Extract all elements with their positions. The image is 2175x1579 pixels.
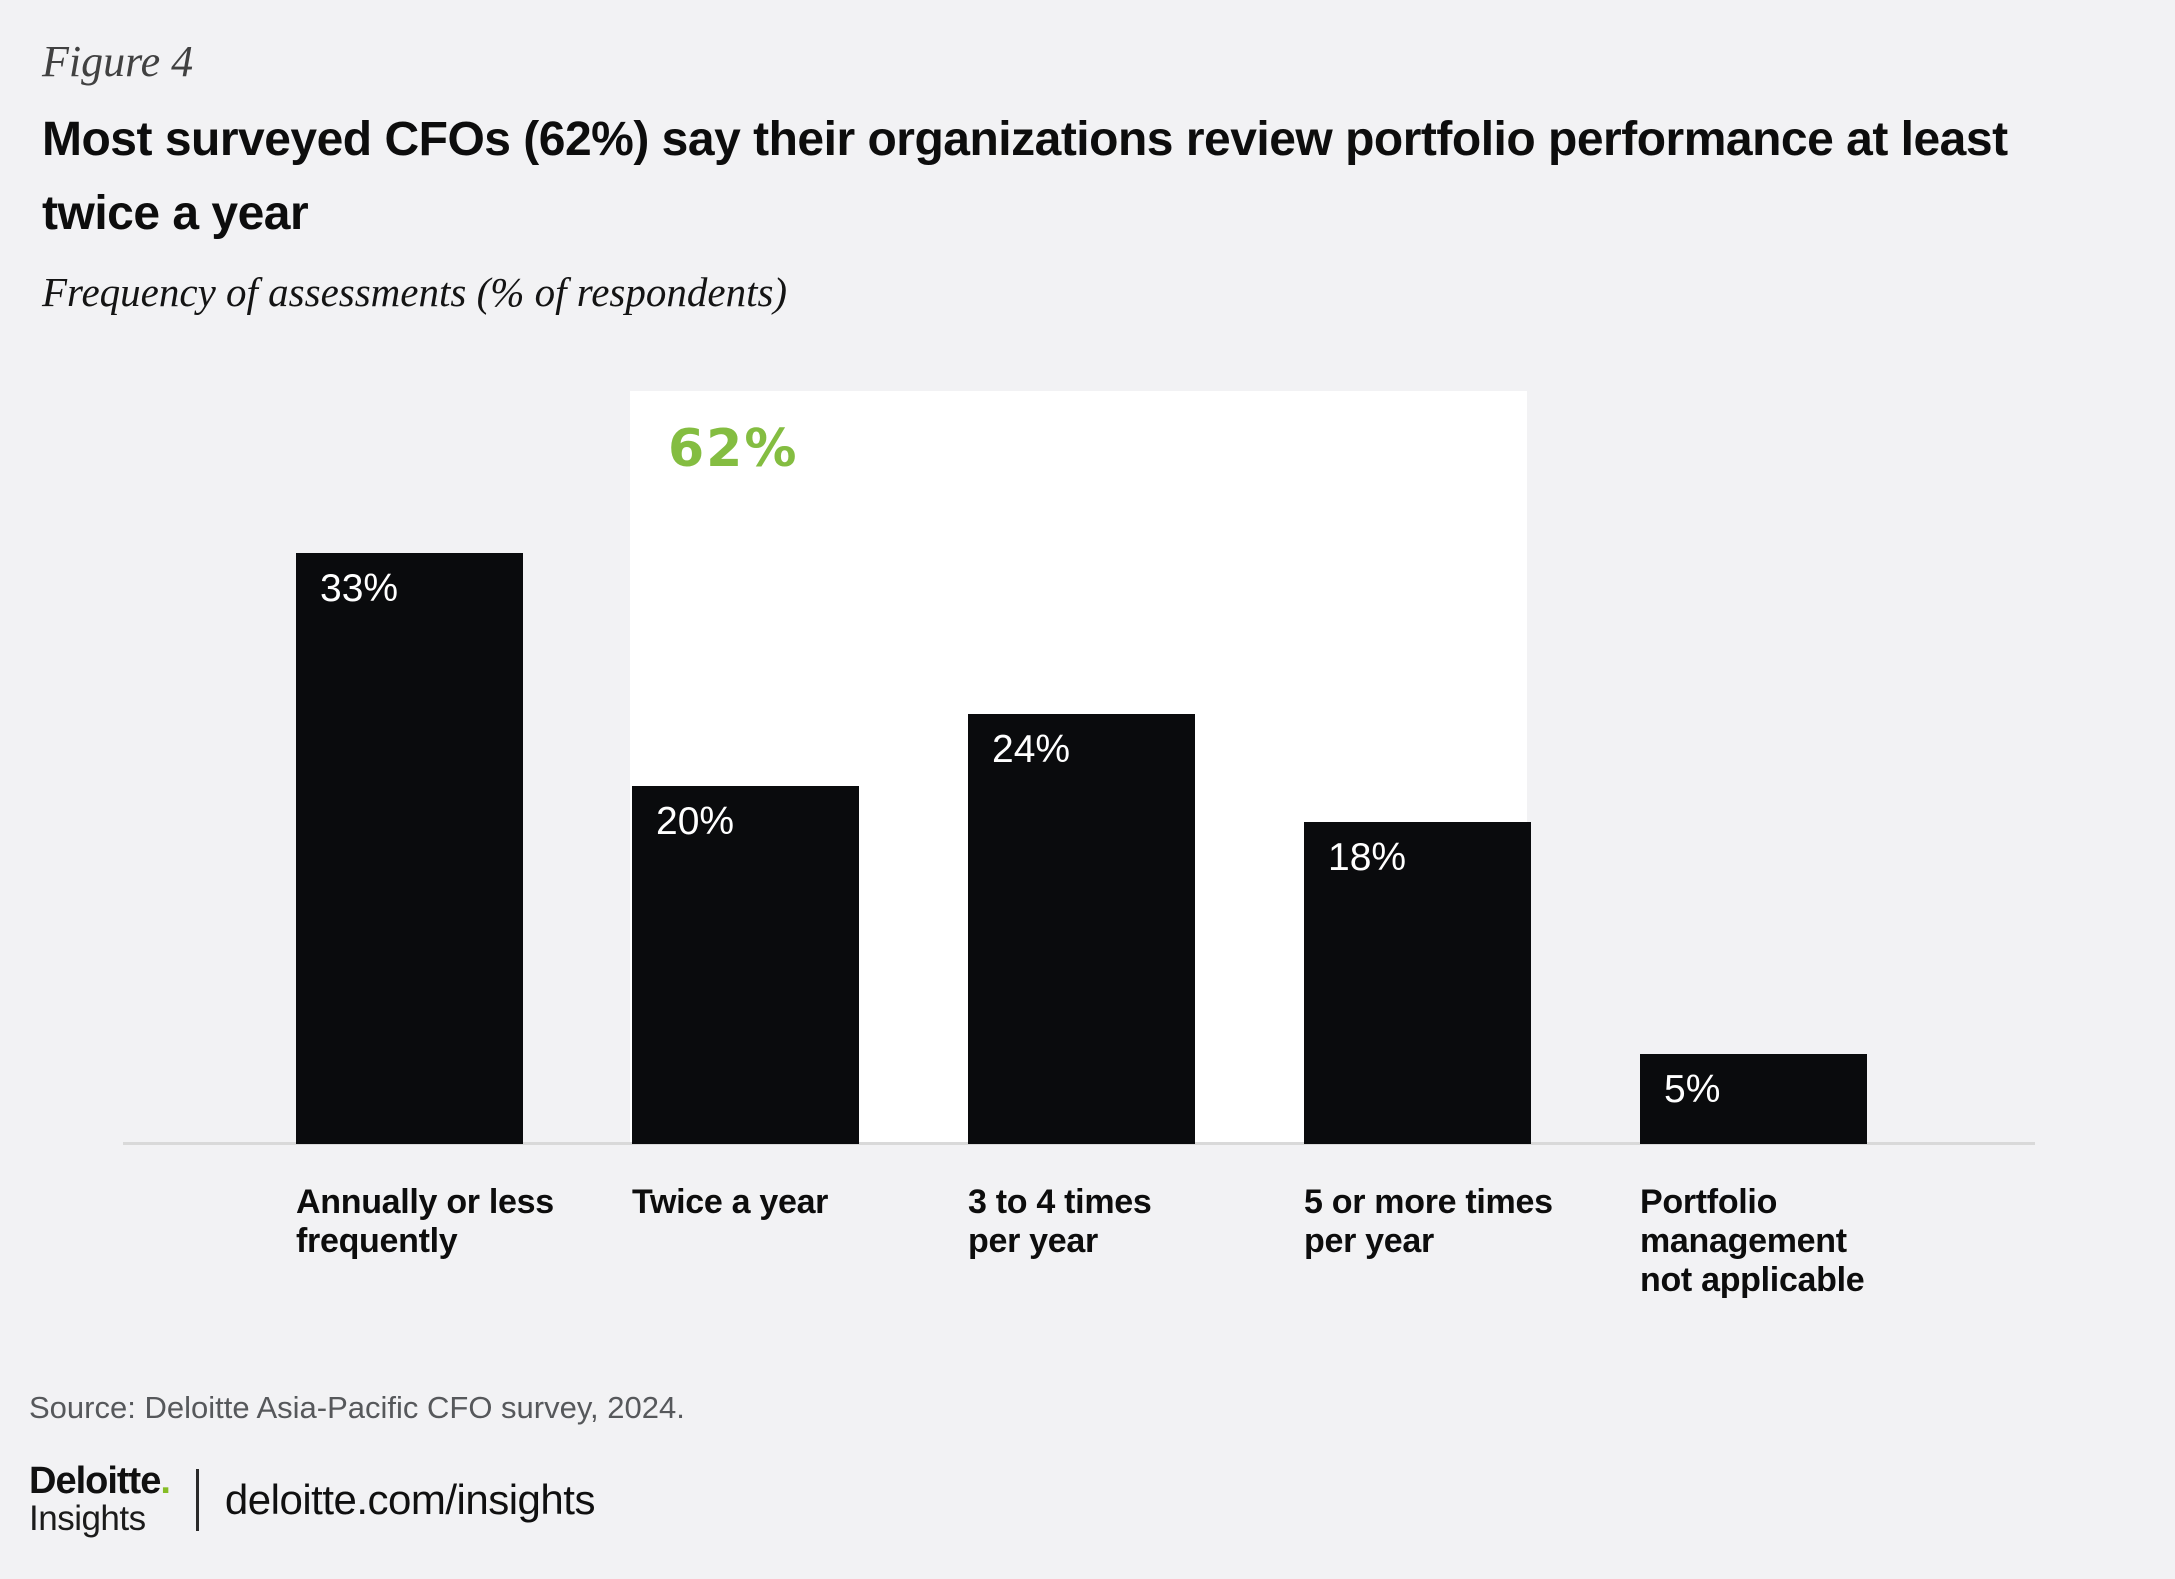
- footer: Deloitte. Insights deloitte.com/insights: [29, 1462, 595, 1538]
- bar: 24%: [968, 714, 1195, 1144]
- bar: 20%: [632, 786, 859, 1144]
- category-label: 5 or more times per year: [1304, 1183, 1553, 1260]
- brand-deloitte: Deloitte.: [29, 1460, 171, 1502]
- category-label: Portfolio management not applicable: [1640, 1183, 1865, 1299]
- bar: 5%: [1640, 1054, 1867, 1144]
- bar-value-label: 33%: [320, 567, 399, 610]
- bar: 18%: [1304, 822, 1531, 1144]
- footer-url-link[interactable]: deloitte.com/insights: [224, 1476, 596, 1523]
- brand-insights: Insights: [29, 1499, 146, 1538]
- footer-divider: [195, 1469, 199, 1531]
- bar-value-label: 20%: [656, 800, 735, 843]
- deloitte-insights-logo: Deloitte. Insights: [29, 1460, 171, 1538]
- brand-deloitte-text: Deloitte: [29, 1460, 161, 1502]
- figure-subtitle: Frequency of assessments (% of responden…: [42, 269, 788, 315]
- source-note: Source: Deloitte Asia-Pacific CFO survey…: [29, 1390, 685, 1425]
- category-label: 3 to 4 times per year: [968, 1183, 1152, 1260]
- category-label: Annually or less frequently: [296, 1183, 554, 1260]
- bar-value-label: 18%: [1328, 836, 1407, 879]
- figure-label: Figure 4: [42, 37, 194, 86]
- highlight-value-label: 62%: [668, 419, 799, 479]
- brand-green-dot: .: [160, 1460, 171, 1502]
- category-label: Twice a year: [632, 1183, 829, 1221]
- figure-title: Most surveyed CFOs (62%) say their organ…: [42, 113, 2008, 240]
- bar: 33%: [296, 553, 523, 1144]
- bar-value-label: 24%: [992, 728, 1071, 771]
- bar-value-label: 5%: [1664, 1068, 1721, 1111]
